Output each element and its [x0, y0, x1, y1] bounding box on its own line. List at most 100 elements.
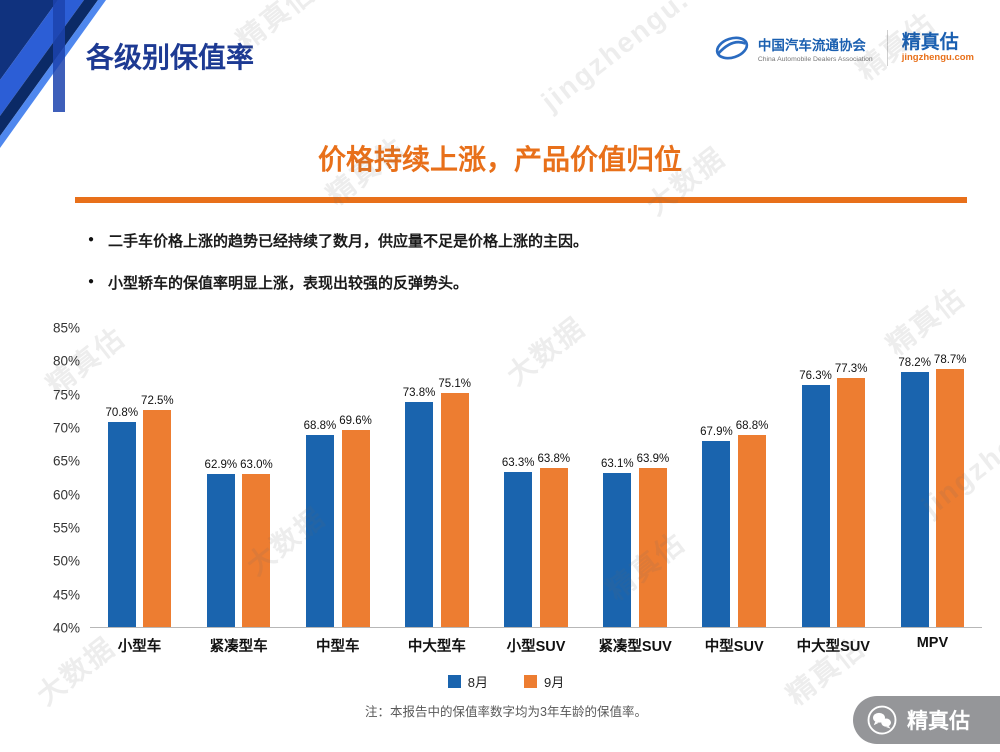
bar-column: 68.8% — [735, 420, 769, 627]
y-axis-label: 70% — [52, 420, 80, 436]
bar-0-1 — [206, 474, 235, 627]
x-axis-label: MPV — [916, 635, 949, 651]
bar-group: 78.2% 78.7% — [883, 328, 982, 627]
bar-1-5 — [638, 467, 667, 627]
bar-value-label: 73.8% — [402, 386, 436, 399]
bar-value-label: 69.6% — [339, 414, 372, 427]
bar-value-label: 67.9% — [700, 426, 733, 438]
bar-group: 67.9% 68.8% — [685, 328, 784, 627]
bullet-icon: ● — [88, 276, 95, 287]
footnote: 注：本报告中的保值率数字均为3年车龄的保值率。 — [365, 705, 647, 719]
badge-label: 精真估 — [907, 710, 970, 733]
legend-swatch — [524, 675, 537, 688]
logo-divider — [886, 30, 888, 66]
bar-value-label: 68.8% — [303, 420, 337, 432]
bar-group: 73.8% 75.1% — [387, 328, 486, 627]
x-axis-label: 小型车 — [117, 639, 162, 655]
bar-column: 75.1% — [438, 378, 471, 627]
legend-item: 8月 — [447, 672, 488, 691]
bar-column: 72.5% — [141, 395, 174, 627]
bar-value-label: 63.8% — [537, 453, 571, 466]
brand-logo: 精真估 jingzhengu.com — [901, 31, 974, 64]
bar-column: 63.0% — [240, 459, 273, 627]
x-axis-label: 紧凑型SUV — [598, 639, 672, 655]
bullet-item: ● 小型轿车的保值率明显上涨，表现出较强的反弹势头。 — [88, 272, 960, 293]
bar-chart: 85% 80% 75% 70% 65% 60% 55% 50% 45% 40% 70.8% 72.5… — [30, 321, 982, 720]
bar-0-2 — [305, 435, 334, 627]
bar-column: 70.8% — [105, 407, 138, 627]
bar-column: 67.9% — [700, 426, 733, 627]
legend-label: 8月 — [467, 675, 488, 690]
bar-value-label: 63.9% — [636, 452, 670, 465]
corner-ribbon-decoration — [0, 0, 106, 148]
bar-value-label: 72.5% — [141, 395, 174, 408]
brand-domain: jingzhengu.com — [901, 52, 974, 64]
bar-column: 73.8% — [402, 386, 436, 627]
bar-0-8 — [900, 372, 929, 627]
bar-value-label: 68.8% — [735, 420, 769, 432]
bullet-item: ● 二手车价格上涨的趋势已经持续了数月，供应量不足是价格上涨的主因。 — [88, 230, 960, 251]
bar-0-7 — [801, 385, 830, 627]
bar-0-3 — [405, 401, 434, 627]
x-axis-label: 中大型车 — [407, 639, 466, 655]
legend: 8月 9月 — [30, 672, 982, 691]
y-axis-label: 80% — [52, 353, 80, 369]
bar-group: 68.8% 69.6% — [288, 328, 387, 627]
bullet-text: 小型轿车的保值率明显上涨，表现出较强的反弹势头。 — [108, 275, 469, 292]
bar-group: 63.3% 63.8% — [486, 328, 585, 627]
bar-value-label: 62.9% — [204, 459, 238, 472]
bar-value-label: 70.8% — [105, 406, 139, 419]
bar-column: 78.2% — [898, 357, 931, 627]
header-logos: 中国汽车流通协会 China Automobile Dealers Associ… — [714, 30, 974, 66]
bar-value-label: 78.7% — [933, 354, 967, 366]
cada-name-en: China Automobile Dealers Association — [757, 55, 873, 63]
bar-1-7 — [837, 378, 866, 627]
bar-0-4 — [504, 471, 533, 627]
wechat-badge: 精真估 — [853, 696, 1000, 744]
bar-0-0 — [107, 421, 136, 627]
y-axis-label: 60% — [52, 487, 80, 503]
bar-group: 70.8% 72.5% — [90, 328, 189, 627]
y-axis-label: 50% — [52, 553, 80, 569]
cada-logo-text: 中国汽车流通协会 China Automobile Dealers Associ… — [758, 34, 873, 63]
bar-group: 63.1% 63.9% — [586, 328, 685, 627]
cada-name-cn: 中国汽车流通协会 — [757, 37, 866, 53]
y-axis-label: 40% — [52, 620, 80, 636]
bar-value-label: 63.3% — [501, 456, 535, 469]
y-axis-label: 75% — [52, 387, 80, 403]
bar-1-6 — [738, 435, 766, 627]
bar-value-label: 78.2% — [898, 357, 931, 370]
y-axis-label: 45% — [52, 587, 80, 603]
bar-0-5 — [603, 473, 632, 627]
x-axis-label: 紧凑型车 — [209, 639, 268, 655]
bar-group: 76.3% 77.3% — [784, 328, 883, 627]
bar-value-label: 63.0% — [240, 458, 273, 471]
bar-value-label: 77.3% — [834, 363, 868, 376]
bullet-icon: ● — [88, 234, 95, 245]
y-axis-label: 65% — [52, 453, 80, 469]
brand-name: 精真估 — [901, 31, 959, 53]
y-axis: 85% 80% 75% 70% 65% 60% 55% 50% 45% 40% — [30, 321, 90, 636]
bar-1-4 — [539, 468, 568, 627]
legend-item: 9月 — [524, 672, 564, 691]
x-axis-label: 中型车 — [316, 639, 360, 655]
bar-group: 62.9% 63.0% — [189, 328, 288, 627]
bar-0-6 — [702, 441, 731, 627]
bar-value-label: 75.1% — [438, 378, 471, 390]
cada-logo-icon — [715, 36, 749, 60]
wechat-chat-icon — [867, 705, 897, 735]
y-axis-label: 55% — [52, 520, 80, 536]
bullet-text: 二手车价格上涨的趋势已经持续了数月，供应量不足是价格上涨的主因。 — [108, 233, 589, 250]
bar-column: 76.3% — [799, 370, 832, 627]
x-axis: 小型车 紧凑型车 中型车 中大型车 小型SUV 紧凑型SUV 中型SUV 中大型SUV MPV — [90, 635, 982, 656]
legend-label: 9月 — [544, 675, 565, 690]
x-axis-label: 中型SUV — [704, 639, 764, 655]
bar-column: 69.6% — [339, 415, 372, 627]
bar-value-label: 63.1% — [600, 458, 634, 470]
page-title: 各级别保值率 — [86, 42, 255, 73]
bar-1-2 — [341, 429, 370, 627]
bar-column: 63.1% — [601, 458, 634, 627]
bar-1-1 — [242, 473, 271, 627]
orange-divider — [75, 197, 967, 203]
